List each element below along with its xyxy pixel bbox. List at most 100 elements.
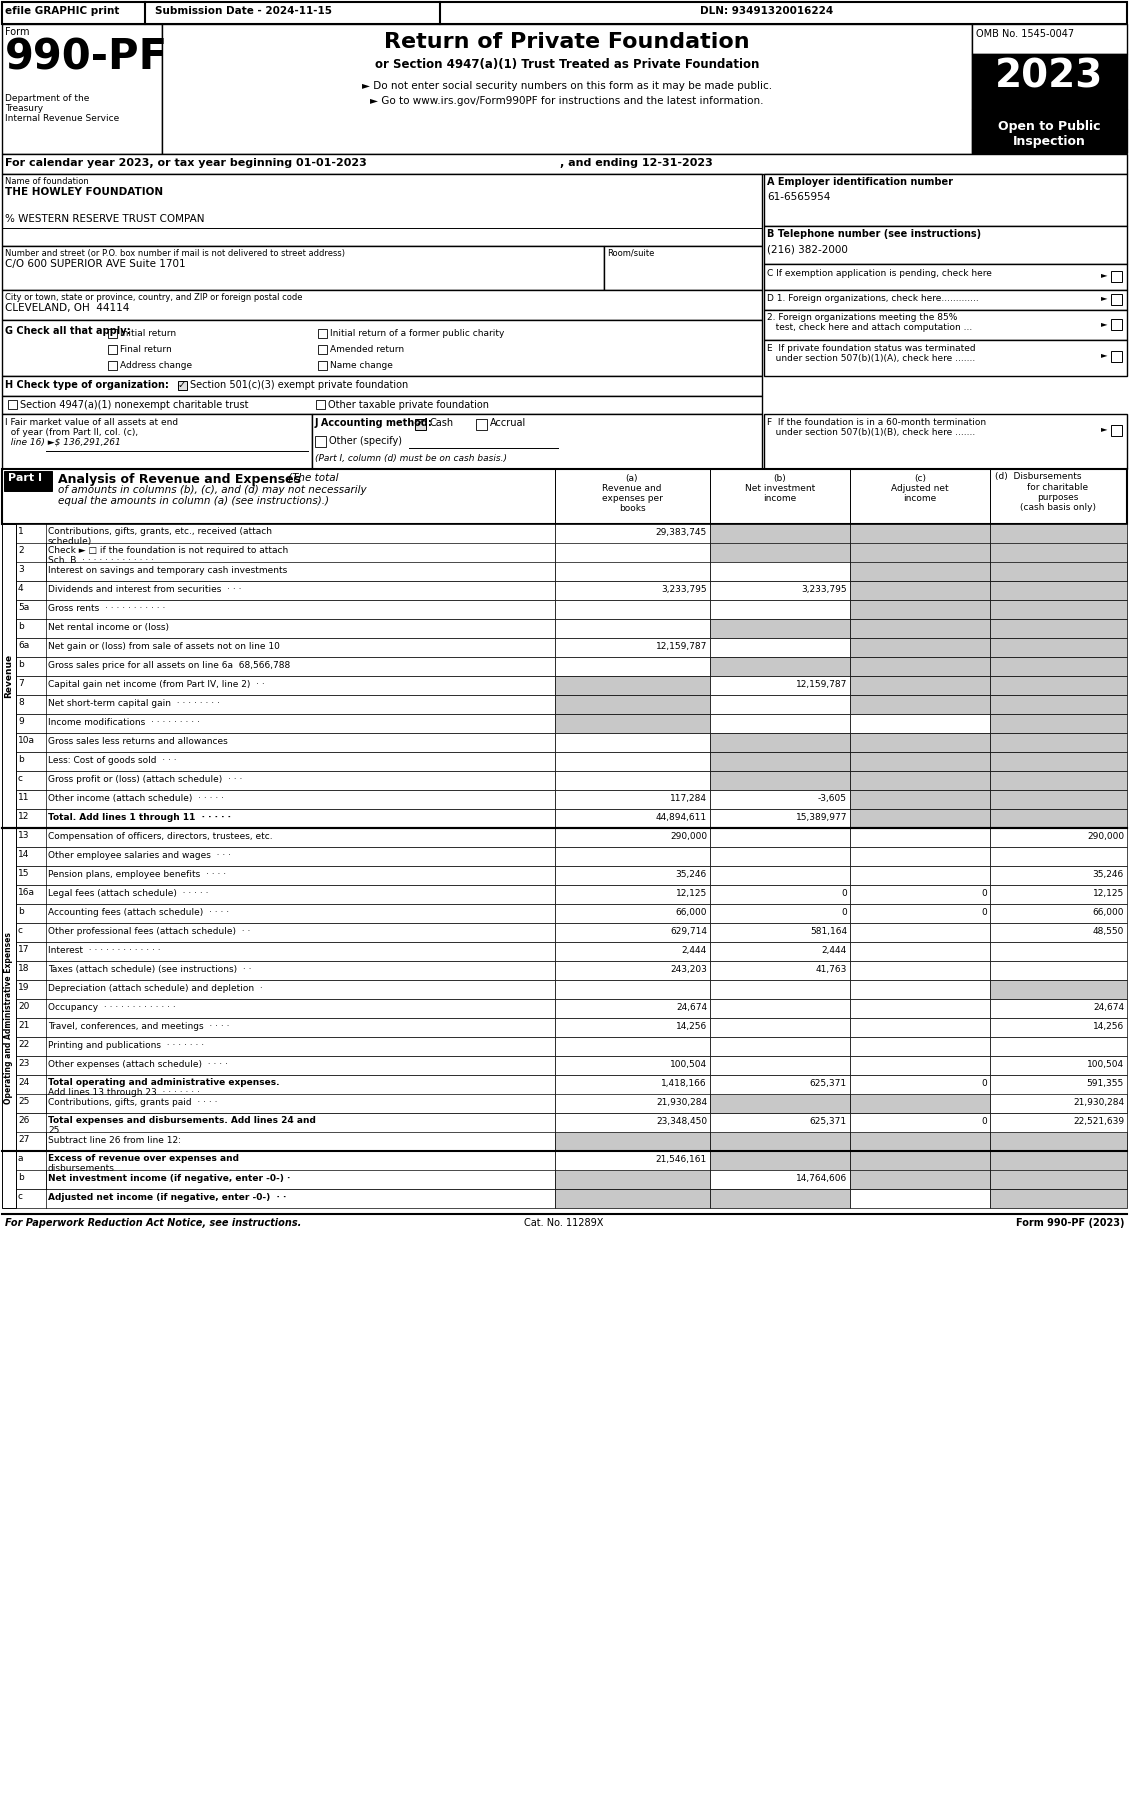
Bar (16, 656, 555, 676)
Text: 14,764,606: 14,764,606 (796, 1174, 847, 1183)
Text: Adjusted net income (if negative, enter -0-)  · ·: Adjusted net income (if negative, enter … (49, 1194, 287, 1203)
Bar (850, 734, 990, 752)
Bar (555, 1113, 710, 1151)
Bar (710, 1055, 850, 1075)
Bar (555, 563, 710, 581)
Bar (990, 809, 1127, 829)
Text: 18: 18 (18, 964, 29, 973)
Bar (16, 676, 555, 696)
Bar (555, 771, 710, 789)
Bar (710, 752, 850, 771)
Text: 100,504: 100,504 (1087, 1061, 1124, 1070)
Text: books: books (619, 503, 646, 512)
Text: % WESTERN RESERVE TRUST COMPAN: % WESTERN RESERVE TRUST COMPAN (5, 214, 204, 225)
Text: Address change: Address change (120, 361, 192, 370)
Text: Treasury: Treasury (5, 104, 43, 113)
Text: H Check type of organization:: H Check type of organization: (5, 379, 169, 390)
Text: A Employer identification number: A Employer identification number (767, 176, 953, 187)
Bar (5, 471, 52, 491)
Text: , and ending 12-31-2023: , and ending 12-31-2023 (560, 158, 712, 167)
Bar (710, 638, 850, 656)
Bar (710, 809, 850, 829)
Text: 0: 0 (841, 908, 847, 917)
Bar (764, 227, 1127, 264)
Text: 29,383,745: 29,383,745 (656, 529, 707, 538)
Bar (764, 414, 1127, 469)
Bar (710, 1037, 850, 1055)
Bar (16, 789, 555, 809)
Bar (2, 155, 1127, 174)
Bar (16, 904, 555, 922)
Bar (1111, 318, 1122, 331)
Text: (216) 382-2000: (216) 382-2000 (767, 245, 848, 254)
Text: income: income (763, 494, 797, 503)
Bar (764, 174, 1127, 227)
Text: 4: 4 (18, 584, 24, 593)
Text: 11: 11 (18, 793, 29, 802)
Bar (710, 1133, 850, 1151)
Bar (990, 771, 1127, 789)
Bar (710, 676, 850, 696)
Text: (d)  Disbursements: (d) Disbursements (995, 473, 1082, 482)
Bar (312, 414, 762, 469)
Bar (710, 543, 850, 581)
Bar (990, 1188, 1127, 1208)
Bar (555, 847, 710, 867)
Bar (850, 543, 990, 581)
Text: 0: 0 (981, 1117, 987, 1126)
Bar (555, 1000, 710, 1018)
Text: 2,444: 2,444 (682, 946, 707, 955)
Bar (555, 752, 710, 771)
Text: 21,546,161: 21,546,161 (656, 1154, 707, 1163)
Bar (604, 246, 762, 289)
Text: Other taxable private foundation: Other taxable private foundation (329, 399, 489, 410)
Text: Net investment income (if negative, enter -0-) ·: Net investment income (if negative, ente… (49, 1174, 290, 1183)
Text: Name change: Name change (330, 361, 393, 370)
Bar (710, 980, 850, 1000)
Bar (972, 110, 1127, 153)
Text: b: b (18, 755, 24, 764)
Bar (16, 809, 555, 829)
Text: 1: 1 (18, 527, 24, 536)
Text: 44,894,611: 44,894,611 (656, 813, 707, 822)
Text: Other professional fees (attach schedule)  · ·: Other professional fees (attach schedule… (49, 928, 251, 937)
Text: Part I: Part I (8, 473, 42, 484)
Bar (2, 396, 762, 414)
Bar (990, 922, 1127, 942)
Text: Other (specify): Other (specify) (329, 435, 402, 446)
Bar (555, 696, 710, 714)
Bar (555, 904, 710, 922)
Text: 27: 27 (18, 1135, 29, 1144)
Bar (2, 376, 762, 396)
Text: 23,348,450: 23,348,450 (656, 1117, 707, 1126)
Bar (990, 829, 1127, 847)
Bar (555, 1093, 710, 1113)
Text: or Section 4947(a)(1) Trust Treated as Private Foundation: or Section 4947(a)(1) Trust Treated as P… (375, 58, 759, 70)
Bar (16, 734, 555, 752)
Bar (850, 1037, 990, 1055)
Text: 990-PF: 990-PF (5, 38, 168, 79)
Bar (710, 1000, 850, 1018)
Text: ►: ► (1101, 424, 1108, 433)
Bar (16, 619, 555, 638)
Text: Other employee salaries and wages  · · ·: Other employee salaries and wages · · · (49, 850, 231, 859)
Text: ►: ► (1101, 318, 1108, 327)
Text: 14,256: 14,256 (1093, 1021, 1124, 1030)
Text: 6a: 6a (18, 642, 29, 651)
Bar (710, 619, 850, 638)
Bar (710, 1075, 850, 1113)
Text: THE HOWLEY FOUNDATION: THE HOWLEY FOUNDATION (5, 187, 163, 198)
Text: Section 4947(a)(1) nonexempt charitable trust: Section 4947(a)(1) nonexempt charitable … (20, 399, 248, 410)
Bar (318, 345, 327, 354)
Text: 629,714: 629,714 (669, 928, 707, 937)
Text: ► Go to www.irs.gov/Form990PF for instructions and the latest information.: ► Go to www.irs.gov/Form990PF for instru… (370, 95, 763, 106)
Text: 7: 7 (18, 680, 24, 689)
Text: (a): (a) (625, 475, 638, 484)
Bar (850, 638, 990, 656)
Text: b: b (18, 906, 24, 915)
Text: a: a (18, 1154, 24, 1163)
Text: Open to Public
Inspection: Open to Public Inspection (998, 120, 1101, 147)
Text: ✓: ✓ (415, 417, 423, 428)
Text: Cat. No. 11289X: Cat. No. 11289X (524, 1217, 604, 1228)
Text: 591,355: 591,355 (1087, 1079, 1124, 1088)
